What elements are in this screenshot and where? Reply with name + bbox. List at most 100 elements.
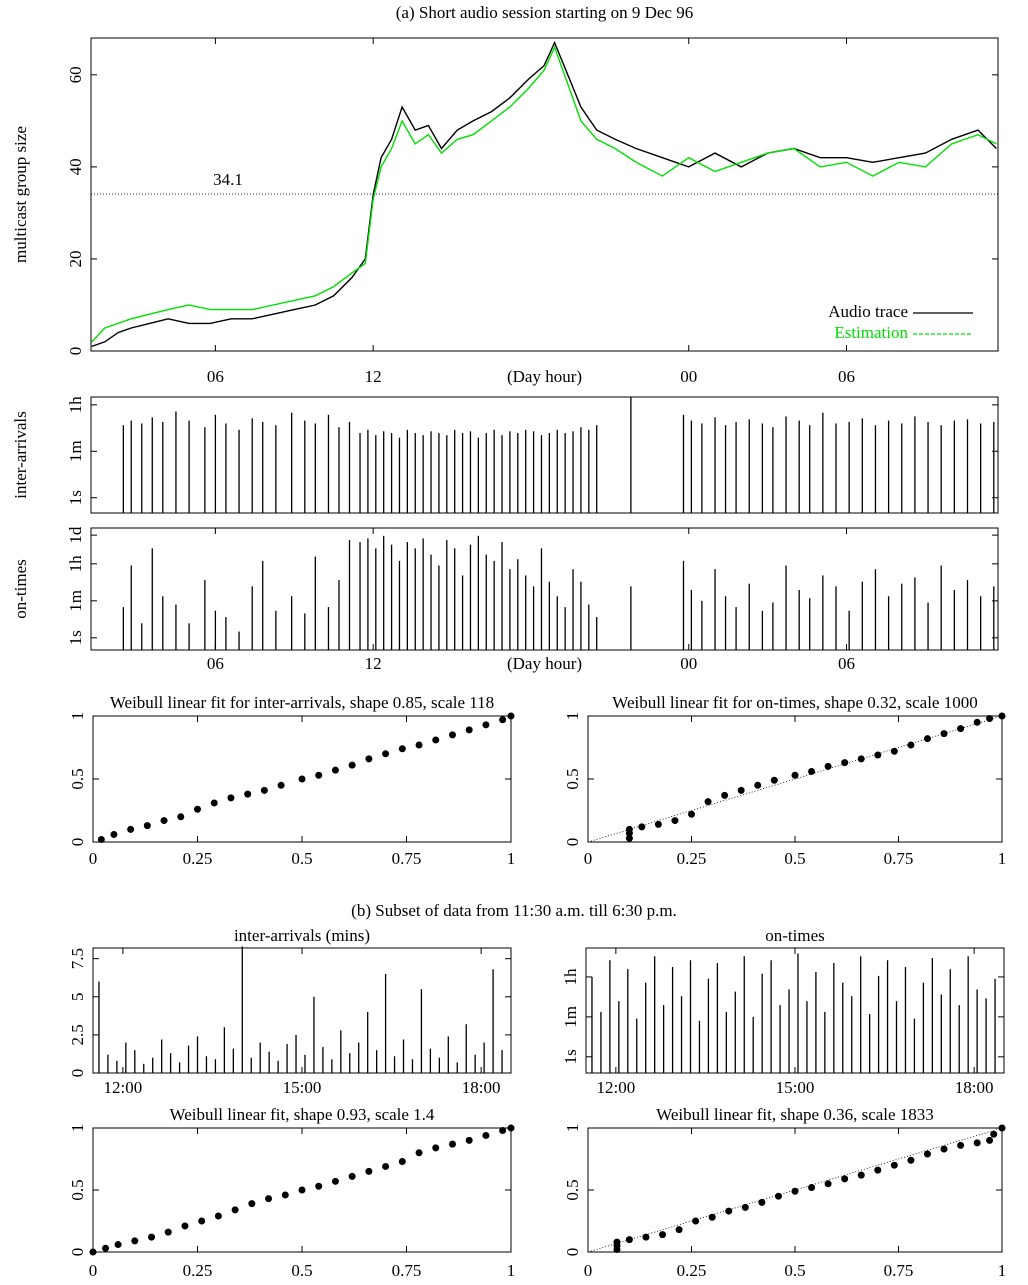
x-tick-label: 0.75	[392, 1261, 422, 1280]
point	[986, 715, 994, 723]
point	[110, 830, 118, 838]
point	[986, 1136, 994, 1144]
y-tick-label: 60	[66, 66, 85, 83]
x-tick-label: 1	[998, 1261, 1007, 1280]
y-tick-label: 0.5	[68, 768, 87, 789]
point	[365, 1167, 373, 1175]
point	[507, 1124, 515, 1132]
point	[824, 1180, 832, 1188]
y-tick-label: 1h	[66, 555, 85, 573]
point	[808, 767, 816, 775]
point	[281, 1191, 289, 1199]
point	[348, 1172, 356, 1180]
point	[642, 1233, 650, 1241]
y-axis-label: multicast group size	[11, 126, 30, 263]
point	[654, 820, 662, 828]
point	[973, 1139, 981, 1147]
point	[465, 1136, 473, 1144]
y-tick-label: 1s	[561, 1049, 580, 1064]
x-tick-label: 18:00	[462, 1078, 501, 1097]
point	[448, 731, 456, 739]
chart-title: on-times	[765, 926, 825, 945]
point	[198, 1217, 206, 1225]
point	[890, 1161, 898, 1169]
point	[874, 751, 882, 759]
point	[857, 755, 865, 763]
y-tick-label: 1m	[66, 440, 85, 462]
point	[382, 1162, 390, 1170]
point	[998, 712, 1006, 720]
series-line	[91, 40, 997, 348]
plot-frame	[90, 527, 999, 651]
x-tick-label: 15:00	[776, 1078, 815, 1097]
x-tick-label: 1	[998, 849, 1007, 868]
point	[973, 718, 981, 726]
point	[365, 755, 373, 763]
y-tick-label: 1	[68, 1124, 87, 1133]
x-tick-label: 0	[89, 849, 98, 868]
y-tick-label: 1	[563, 1124, 582, 1133]
point	[265, 1195, 273, 1203]
chart-title: Weibull linear fit for on-times, shape 0…	[612, 693, 977, 712]
y-tick-label: 0.5	[563, 1179, 582, 1200]
point	[507, 712, 515, 720]
y-tick-label: 1s	[66, 490, 85, 505]
point	[791, 771, 799, 779]
y-tick-label: 1	[68, 712, 87, 721]
x-tick-label: 1	[507, 1261, 516, 1280]
point	[298, 775, 306, 783]
y-tick-label: 7.5	[68, 948, 87, 969]
point	[499, 1126, 507, 1134]
series-line	[91, 45, 997, 343]
chart-title: (a) Short audio session starting on 9 De…	[396, 3, 693, 22]
x-tick-label: 06	[207, 367, 224, 386]
point	[671, 817, 679, 825]
x-tick-label: 1	[507, 849, 516, 868]
x-tick-label: 0.5	[291, 1261, 312, 1280]
point	[248, 1200, 256, 1208]
point	[758, 1198, 766, 1206]
chart-title: Weibull linear fit, shape 0.93, scale 1.…	[170, 1105, 435, 1124]
point	[841, 759, 849, 767]
point	[741, 1203, 749, 1211]
point	[770, 776, 778, 784]
y-tick-label: 40	[66, 158, 85, 175]
x-tick-label: 00	[680, 654, 697, 673]
point	[659, 1231, 667, 1239]
point	[432, 736, 440, 744]
point	[625, 834, 633, 842]
point	[923, 1150, 931, 1158]
y-tick-label: 0	[563, 838, 582, 847]
point	[482, 1131, 490, 1139]
y-tick-label: 0	[68, 1248, 87, 1257]
point	[164, 1228, 172, 1236]
x-tick-label: 00	[680, 367, 697, 386]
x-axis-label: (Day hour)	[507, 654, 582, 673]
point	[940, 1145, 948, 1153]
point	[754, 781, 762, 789]
point	[398, 745, 406, 753]
x-tick-label: 0.75	[884, 849, 914, 868]
x-tick-label: 12	[365, 654, 382, 673]
chart-title: Weibull linear fit for inter-arrivals, s…	[110, 693, 494, 712]
point	[725, 1207, 733, 1215]
point	[874, 1166, 882, 1174]
point	[482, 721, 490, 729]
point	[638, 823, 646, 831]
point	[774, 1192, 782, 1200]
point	[277, 781, 285, 789]
point	[315, 1182, 323, 1190]
point	[298, 1186, 306, 1194]
point	[448, 1140, 456, 1148]
point	[177, 813, 185, 821]
y-axis-label: inter-arrivals	[11, 411, 30, 498]
y-axis-label: on-times	[11, 559, 30, 619]
point	[102, 1244, 110, 1252]
point	[625, 1236, 633, 1244]
point	[791, 1187, 799, 1195]
point	[194, 805, 201, 813]
y-tick-label: 1h	[561, 968, 580, 986]
point	[808, 1184, 816, 1192]
